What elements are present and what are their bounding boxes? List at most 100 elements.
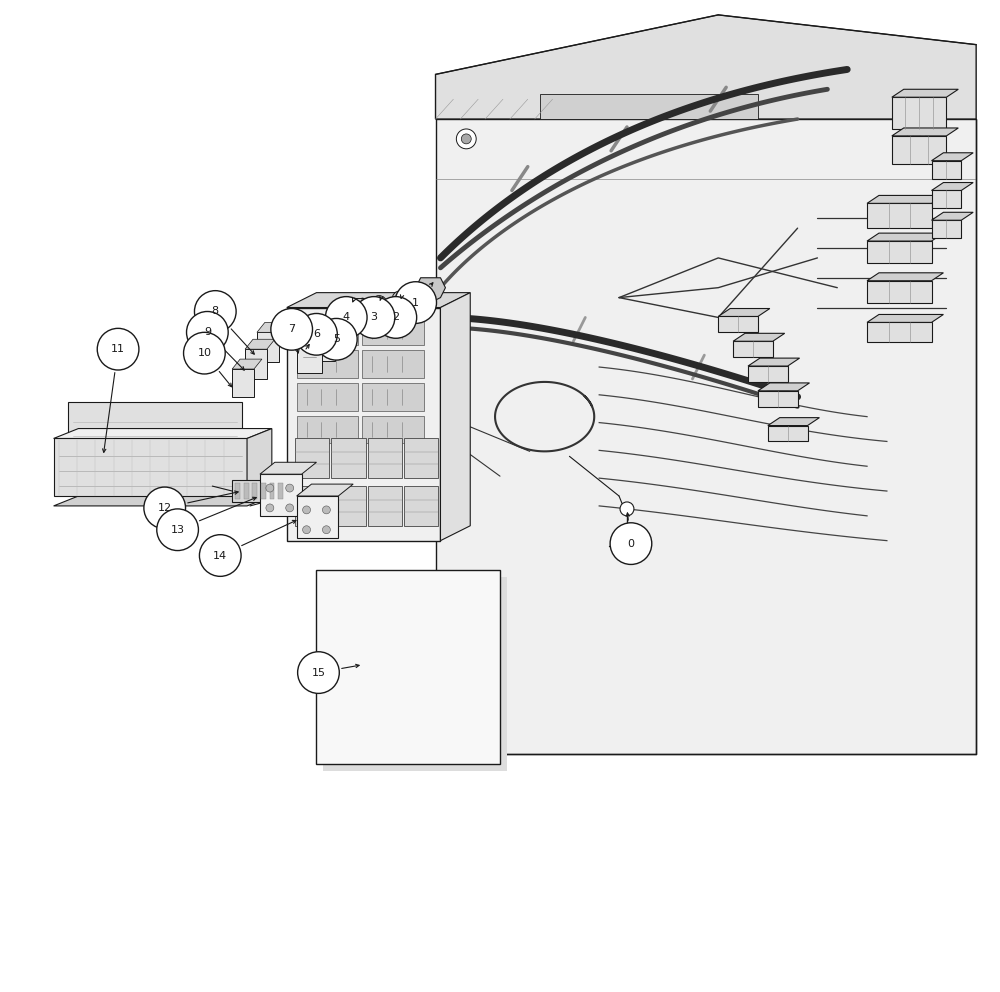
Text: 15: 15 <box>311 668 325 678</box>
Polygon shape <box>892 89 958 97</box>
Polygon shape <box>297 317 358 345</box>
Polygon shape <box>260 462 316 474</box>
Polygon shape <box>932 220 961 238</box>
Polygon shape <box>368 438 402 478</box>
Circle shape <box>144 487 186 529</box>
Polygon shape <box>932 212 973 220</box>
Polygon shape <box>404 438 438 478</box>
Polygon shape <box>287 293 470 308</box>
Polygon shape <box>297 383 358 411</box>
Polygon shape <box>68 402 242 451</box>
Text: 10: 10 <box>197 348 211 358</box>
Text: 0: 0 <box>627 539 634 549</box>
Polygon shape <box>247 429 272 496</box>
Polygon shape <box>244 483 249 499</box>
Polygon shape <box>867 322 932 342</box>
Polygon shape <box>867 233 943 241</box>
Circle shape <box>610 523 652 564</box>
Circle shape <box>184 332 225 374</box>
Polygon shape <box>257 322 287 332</box>
Text: 8: 8 <box>212 307 219 316</box>
Polygon shape <box>932 153 973 161</box>
Circle shape <box>375 297 417 338</box>
Polygon shape <box>232 359 262 369</box>
Polygon shape <box>867 241 932 263</box>
Polygon shape <box>54 496 272 506</box>
Polygon shape <box>436 15 976 119</box>
Polygon shape <box>232 369 254 397</box>
Text: 4: 4 <box>343 312 350 322</box>
Circle shape <box>322 506 330 514</box>
Polygon shape <box>867 281 932 303</box>
Polygon shape <box>310 321 343 329</box>
Circle shape <box>322 526 330 534</box>
Polygon shape <box>295 438 329 478</box>
Polygon shape <box>758 383 810 391</box>
Polygon shape <box>892 97 946 129</box>
Polygon shape <box>331 438 366 478</box>
Polygon shape <box>297 416 358 443</box>
Polygon shape <box>270 483 274 499</box>
Text: 5: 5 <box>333 334 340 344</box>
Text: 2: 2 <box>392 312 399 322</box>
Circle shape <box>157 509 198 551</box>
Polygon shape <box>748 366 788 382</box>
Polygon shape <box>297 333 330 341</box>
Polygon shape <box>297 496 338 538</box>
Circle shape <box>325 297 367 338</box>
Circle shape <box>907 129 927 149</box>
Polygon shape <box>331 486 366 526</box>
Polygon shape <box>867 203 932 228</box>
Polygon shape <box>867 314 943 322</box>
Circle shape <box>912 134 922 144</box>
Polygon shape <box>892 128 958 136</box>
Circle shape <box>286 484 294 492</box>
Text: 12: 12 <box>158 503 172 513</box>
Polygon shape <box>758 391 798 407</box>
Polygon shape <box>261 483 266 499</box>
Text: 3: 3 <box>371 312 378 322</box>
Polygon shape <box>245 339 275 349</box>
Bar <box>540 94 758 119</box>
Circle shape <box>353 297 395 338</box>
Polygon shape <box>245 349 267 379</box>
Circle shape <box>371 296 387 311</box>
Circle shape <box>456 129 476 149</box>
Polygon shape <box>867 273 943 281</box>
Polygon shape <box>321 319 347 351</box>
Text: 9: 9 <box>204 327 211 337</box>
Circle shape <box>395 282 437 323</box>
Circle shape <box>286 504 294 512</box>
Polygon shape <box>316 570 500 764</box>
Text: 13: 13 <box>171 525 185 535</box>
Polygon shape <box>297 350 358 378</box>
Polygon shape <box>932 161 961 179</box>
Polygon shape <box>54 429 272 438</box>
Polygon shape <box>287 308 440 541</box>
Polygon shape <box>310 329 335 361</box>
Circle shape <box>461 134 471 144</box>
Polygon shape <box>768 418 819 426</box>
Text: 1: 1 <box>412 298 419 308</box>
Polygon shape <box>323 577 507 771</box>
Polygon shape <box>733 341 773 357</box>
Polygon shape <box>252 483 257 499</box>
Text: 14: 14 <box>213 551 227 560</box>
Text: 11: 11 <box>111 344 125 354</box>
Polygon shape <box>232 480 284 502</box>
Polygon shape <box>368 486 402 526</box>
Polygon shape <box>932 183 973 190</box>
Text: 7: 7 <box>288 324 295 334</box>
Polygon shape <box>297 484 353 496</box>
Circle shape <box>187 311 228 353</box>
Circle shape <box>199 535 241 576</box>
Circle shape <box>315 318 357 360</box>
Circle shape <box>296 313 337 355</box>
Polygon shape <box>748 358 800 366</box>
Polygon shape <box>321 311 355 319</box>
Polygon shape <box>54 438 247 496</box>
Polygon shape <box>892 136 946 164</box>
Polygon shape <box>440 293 470 541</box>
Circle shape <box>620 502 634 516</box>
Polygon shape <box>260 474 302 516</box>
